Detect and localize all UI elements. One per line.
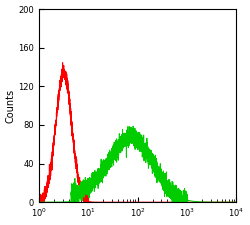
Y-axis label: Counts: Counts <box>6 89 16 123</box>
